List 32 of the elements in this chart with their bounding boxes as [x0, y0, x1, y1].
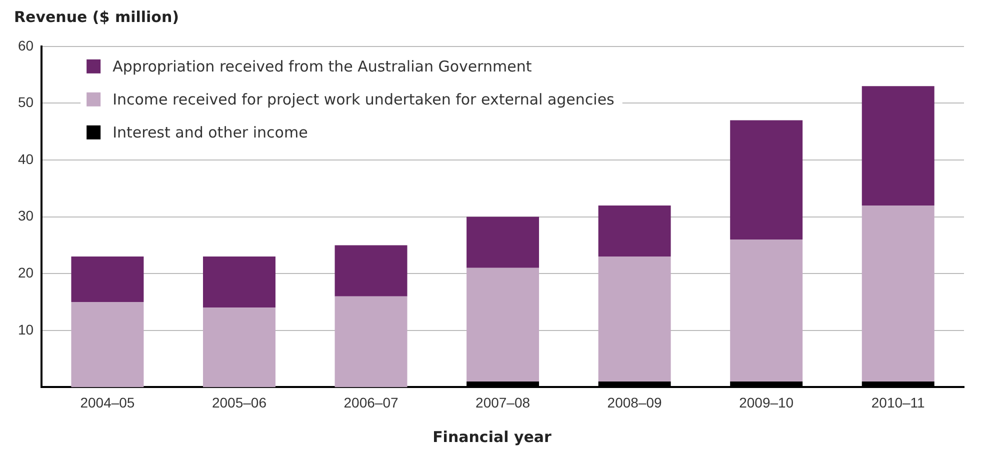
y-tick-label: 40 — [18, 150, 34, 167]
bar — [862, 205, 934, 382]
x-tick-label: 2007–08 — [476, 394, 530, 410]
x-tick-label: 2009–10 — [739, 394, 794, 410]
y-axis-title: Revenue ($ million) — [14, 8, 179, 26]
legend-label: Appropriation received from the Australian Government — [112, 57, 532, 76]
bar — [730, 240, 803, 382]
bar — [71, 256, 144, 302]
x-tick-label: 2005–06 — [212, 394, 267, 410]
bar — [466, 216, 540, 268]
y-tick-label: 60 — [18, 37, 34, 54]
bar — [598, 256, 671, 382]
bar — [730, 120, 803, 240]
bar — [71, 302, 144, 388]
bar — [334, 245, 408, 296]
bar — [202, 308, 276, 388]
bar — [202, 256, 276, 308]
x-tick-label: 2008–09 — [607, 394, 662, 410]
x-tick-label: 2006–07 — [344, 394, 398, 410]
x-tick-label: 2004–05 — [80, 394, 135, 410]
y-tick-label: 10 — [18, 321, 34, 338]
bar — [334, 296, 408, 388]
legend-label: Interest and other income — [112, 123, 308, 142]
x-tick-label: 2010–11 — [871, 394, 926, 410]
legend-label: Income received for project work undertaken for external agencies — [112, 90, 615, 108]
x-axis-title: Financial year — [432, 428, 552, 446]
bar — [862, 86, 934, 206]
bar — [466, 268, 540, 382]
y-tick-label: 30 — [18, 208, 34, 224]
y-tick-label: 50 — [18, 94, 34, 110]
y-tick-label: 20 — [18, 264, 34, 280]
bar — [598, 205, 671, 257]
